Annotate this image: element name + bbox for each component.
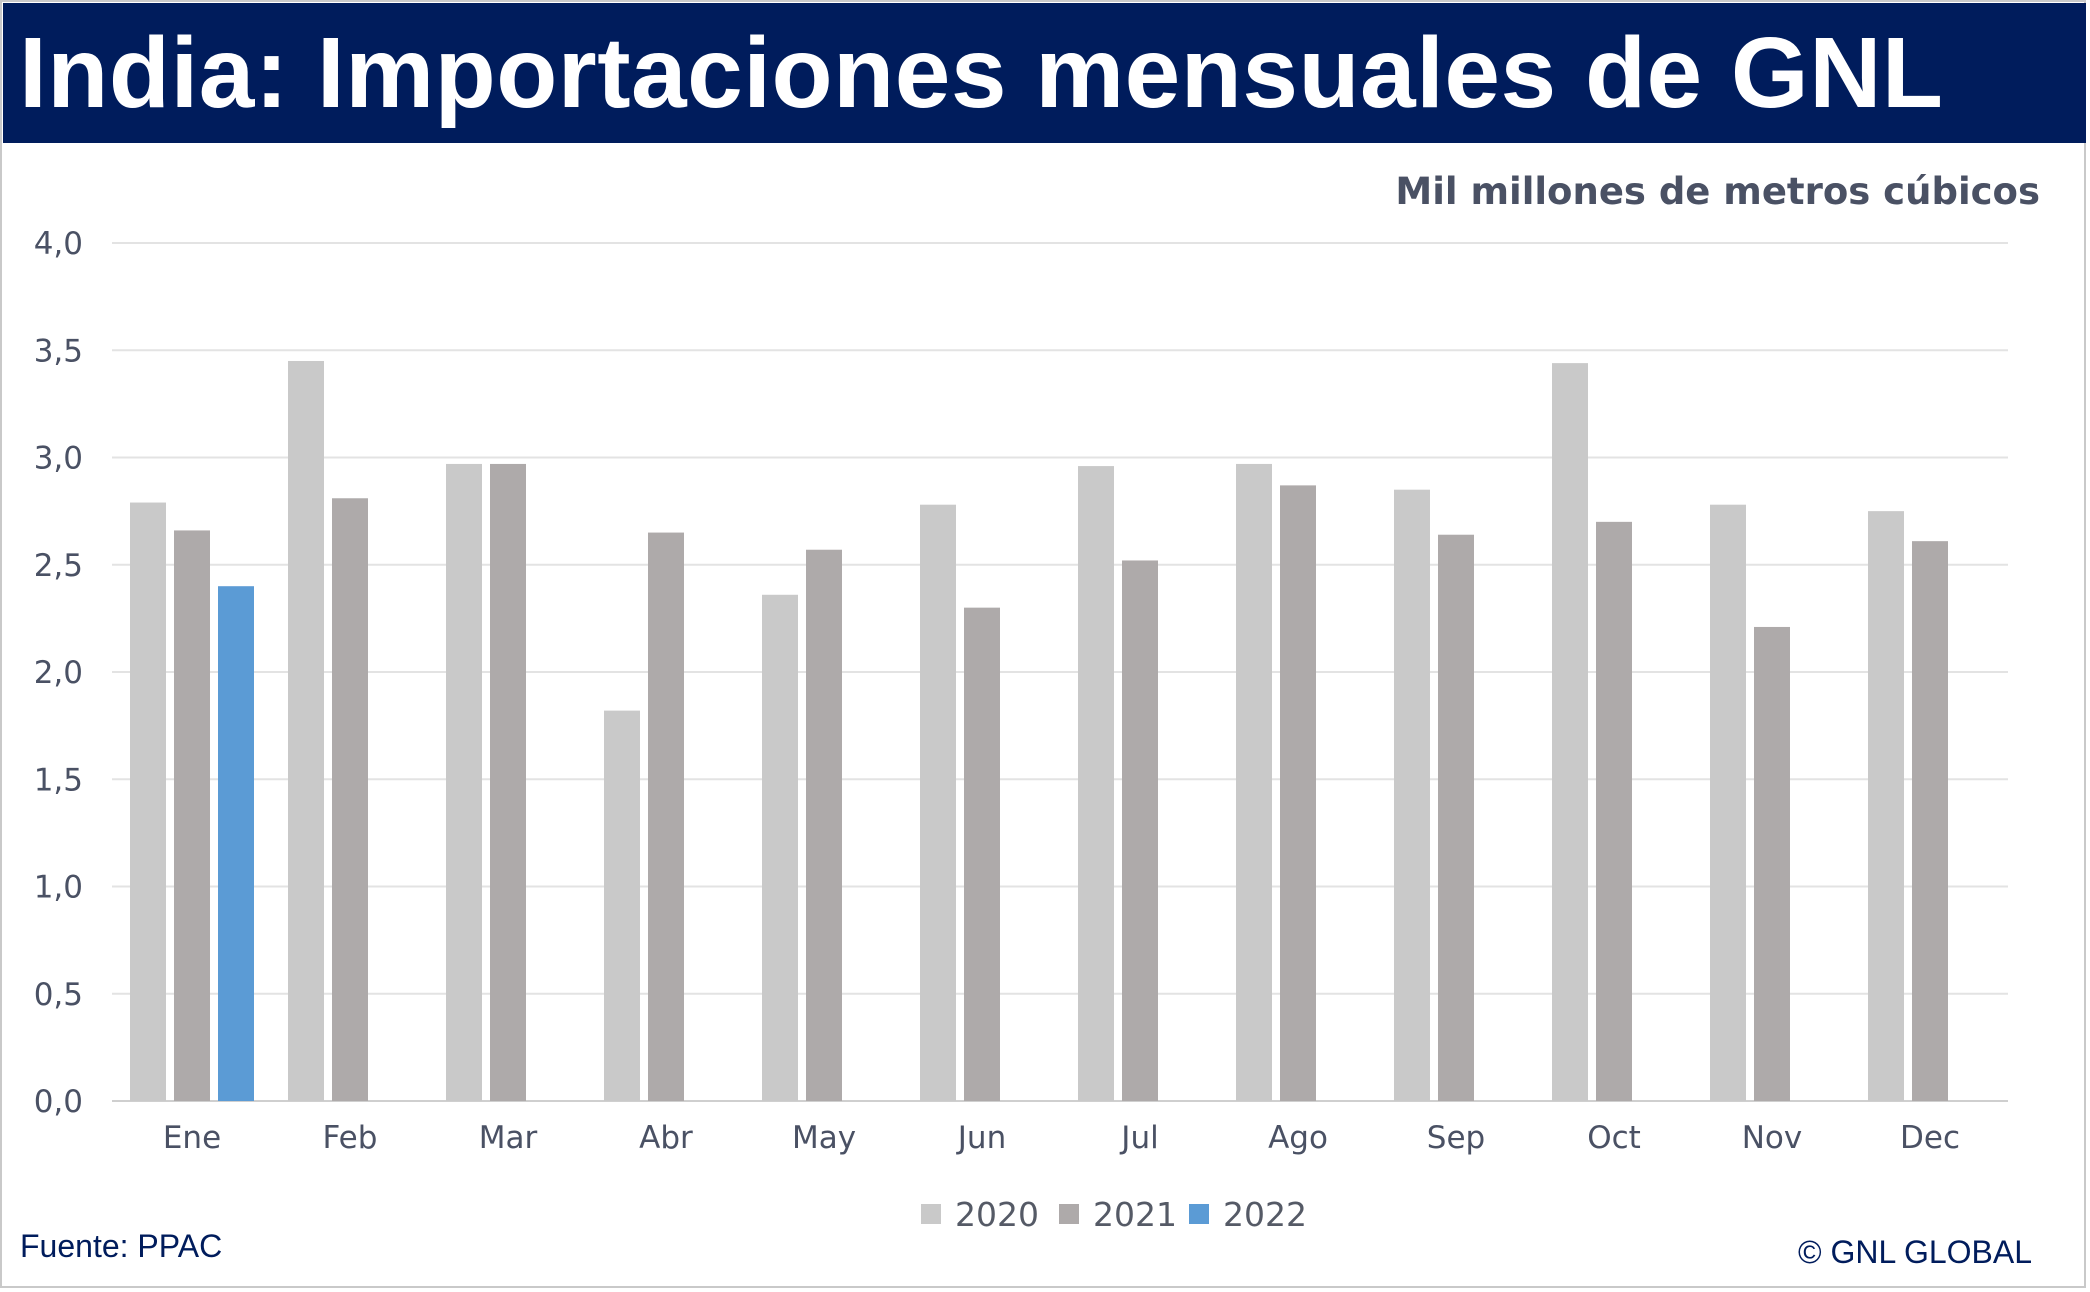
x-tick-label: Mar xyxy=(479,1120,538,1156)
bar-2022-ene xyxy=(218,586,254,1101)
x-tick-label: Sep xyxy=(1427,1120,1485,1156)
x-tick-label: Ago xyxy=(1268,1120,1328,1156)
bar-2021-dec xyxy=(1912,541,1948,1101)
bar-2020-feb xyxy=(288,360,324,1102)
x-tick-label: Jun xyxy=(956,1120,1006,1156)
x-tick-label: Oct xyxy=(1587,1120,1641,1156)
x-tick-label: Dec xyxy=(1900,1120,1960,1156)
y-tick-label: 4,0 xyxy=(34,226,83,262)
y-tick-label: 2,0 xyxy=(34,655,83,691)
bar-2020-may xyxy=(762,594,798,1101)
y-tick-label: 2,5 xyxy=(34,548,83,584)
legend: 2020 2021 2022 xyxy=(0,1192,2090,1236)
bar-2020-sep xyxy=(1394,489,1430,1101)
bar-2021-abr xyxy=(648,532,684,1101)
legend-swatch-2022 xyxy=(1189,1204,1209,1224)
x-tick-label: Nov xyxy=(1742,1120,1803,1156)
legend-label-2022: 2022 xyxy=(1223,1194,1307,1234)
bar-2021-ago xyxy=(1280,485,1316,1101)
x-tick-label: Abr xyxy=(639,1120,693,1156)
legend-label-2020: 2020 xyxy=(955,1194,1039,1234)
chart-title: India: Importaciones mensuales de GNL xyxy=(19,17,1944,129)
bar-2020-ene xyxy=(130,502,166,1101)
bar-2020-jul xyxy=(1078,466,1114,1102)
unit-label: Mil millones de metros cúbicos xyxy=(1395,170,2040,213)
x-tick-label: Feb xyxy=(323,1120,378,1156)
bar-2020-dec xyxy=(1868,511,1904,1101)
bar-2020-oct xyxy=(1552,363,1588,1101)
y-tick-label: 1,0 xyxy=(34,870,83,906)
bar-2020-jun xyxy=(920,504,956,1101)
bar-2021-sep xyxy=(1438,534,1474,1101)
y-tick-label: 1,5 xyxy=(34,762,83,798)
bar-2021-mar xyxy=(490,463,526,1101)
copyright-note: © GNL GLOBAL xyxy=(1797,1234,2032,1270)
x-tick-label: May xyxy=(792,1120,856,1156)
y-tick-label: 3,5 xyxy=(34,333,83,369)
bar-2021-oct xyxy=(1596,521,1632,1101)
bar-2021-nov xyxy=(1754,626,1790,1101)
bar-2020-abr xyxy=(604,710,640,1101)
legend-item-2021: 2021 xyxy=(1059,1192,1177,1236)
y-tick-label: 0,0 xyxy=(34,1084,83,1120)
legend-swatch-2021 xyxy=(1059,1204,1079,1224)
y-tick-label: 0,5 xyxy=(34,977,83,1013)
legend-item-2020: 2020 xyxy=(921,1192,1039,1236)
y-tick-label: 3,0 xyxy=(34,441,83,477)
legend-label-2021: 2021 xyxy=(1093,1194,1177,1234)
source-note: Fuente: PPAC xyxy=(20,1228,223,1264)
x-tick-label: Jul xyxy=(1119,1120,1158,1156)
bar-2021-ene xyxy=(174,530,210,1101)
bar-2020-ago xyxy=(1236,463,1272,1101)
bar-2021-may xyxy=(806,549,842,1101)
title-bar: India: Importaciones mensuales de GNL xyxy=(3,3,2086,143)
legend-swatch-2020 xyxy=(921,1204,941,1224)
x-tick-label: Ene xyxy=(163,1120,221,1156)
legend-item-2022: 2022 xyxy=(1189,1192,1307,1236)
bar-2021-jul xyxy=(1122,560,1158,1101)
bar-2020-nov xyxy=(1710,504,1746,1101)
bar-2021-feb xyxy=(332,498,368,1101)
bar-2020-mar xyxy=(446,463,482,1101)
bar-2021-jun xyxy=(964,607,1000,1101)
